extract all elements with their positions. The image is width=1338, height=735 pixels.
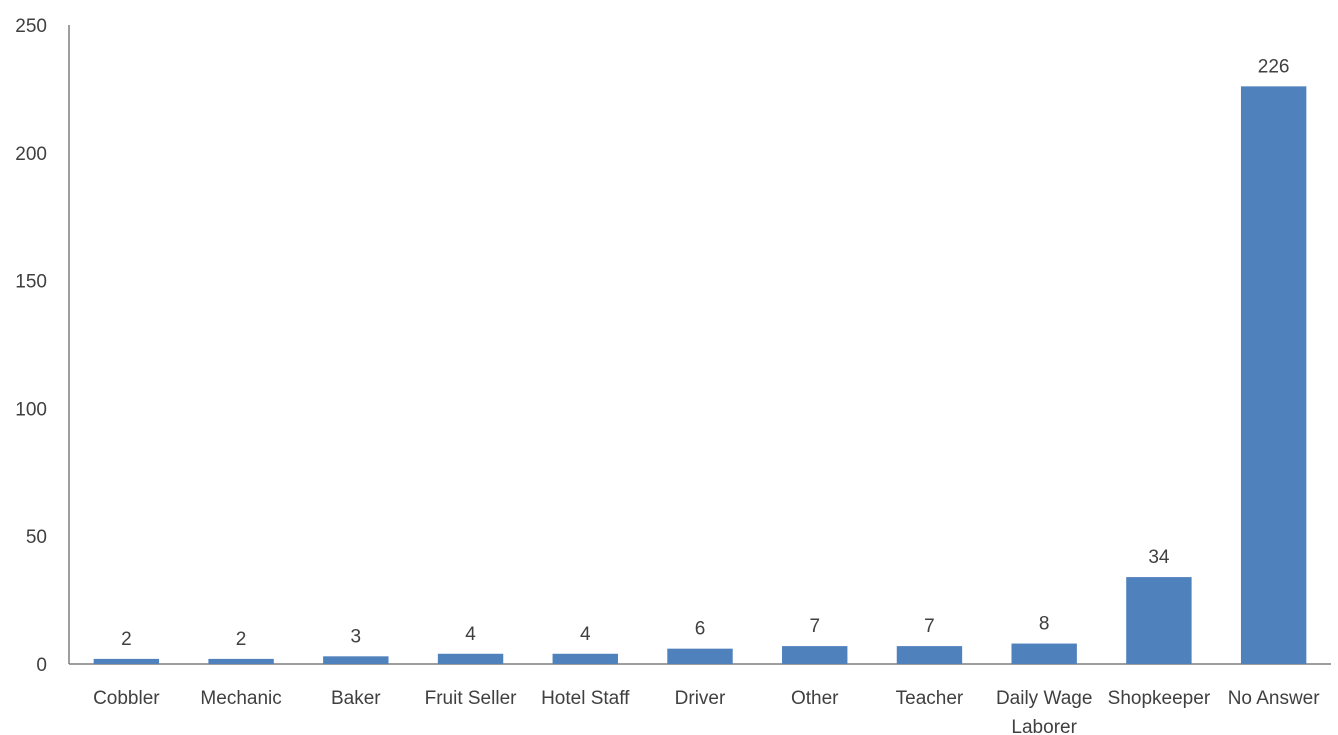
- category-label: Teacher: [896, 688, 964, 709]
- bar: [208, 658, 274, 664]
- bar: [93, 658, 160, 664]
- category-label: Baker: [331, 688, 381, 709]
- y-tick-label: 100: [15, 399, 47, 420]
- category-label-line: Baker: [331, 688, 381, 709]
- y-tick-label: 0: [36, 655, 47, 676]
- bar: [552, 653, 618, 664]
- y-tick-label: 150: [15, 272, 47, 293]
- category-label: Driver: [675, 688, 726, 709]
- data-label: 8: [1039, 614, 1050, 635]
- category-label: Other: [791, 688, 839, 709]
- y-tick-label: 50: [26, 527, 47, 548]
- category-label: Fruit Seller: [425, 688, 518, 709]
- category-label: Cobbler: [93, 688, 160, 709]
- category-labels: Cobbler Mechanic Baker Fruit Seller Hotel St…: [93, 688, 1320, 735]
- bar: [782, 646, 848, 664]
- category-label-line: Mechanic: [200, 688, 281, 709]
- category-label-line: Laborer: [1011, 717, 1077, 735]
- data-label: 2: [121, 629, 132, 650]
- data-label: 226: [1258, 56, 1290, 77]
- data-label: 4: [465, 624, 476, 645]
- bar: [896, 646, 963, 664]
- bar: [1126, 577, 1192, 664]
- y-tick-labels: 0 50 100 150 200 250: [15, 16, 47, 676]
- category-label: Mechanic: [200, 688, 281, 709]
- category-label: Shopkeeper: [1108, 688, 1211, 709]
- bar: [323, 656, 389, 664]
- bars: [93, 86, 1307, 665]
- category-label-line: Shopkeeper: [1108, 688, 1211, 709]
- bar: [1240, 86, 1307, 665]
- category-label-line: Fruit Seller: [425, 688, 518, 709]
- category-label-line: Daily Wage: [996, 688, 1092, 709]
- data-label: 3: [351, 626, 362, 647]
- category-label-line: Other: [791, 688, 839, 709]
- category-label-line: Hotel Staff: [541, 688, 630, 709]
- bar: [1011, 643, 1077, 664]
- category-label: Hotel Staff: [541, 688, 630, 709]
- bar: [667, 648, 733, 664]
- data-label: 6: [695, 619, 706, 640]
- data-label: 7: [924, 616, 935, 637]
- data-label: 2: [236, 629, 247, 650]
- data-label: 7: [809, 616, 820, 637]
- category-label-line: Cobbler: [93, 688, 160, 709]
- data-label: 34: [1148, 547, 1170, 568]
- category-label: Daily Wage Laborer: [996, 688, 1092, 735]
- y-tick-label: 200: [15, 144, 47, 165]
- bar: [437, 653, 504, 664]
- category-label-line: Driver: [675, 688, 726, 709]
- y-tick-label: 250: [15, 16, 47, 37]
- category-label-line: Teacher: [896, 688, 964, 709]
- category-label-line: No Answer: [1228, 688, 1321, 709]
- category-label: No Answer: [1228, 688, 1321, 709]
- data-label: 4: [580, 624, 591, 645]
